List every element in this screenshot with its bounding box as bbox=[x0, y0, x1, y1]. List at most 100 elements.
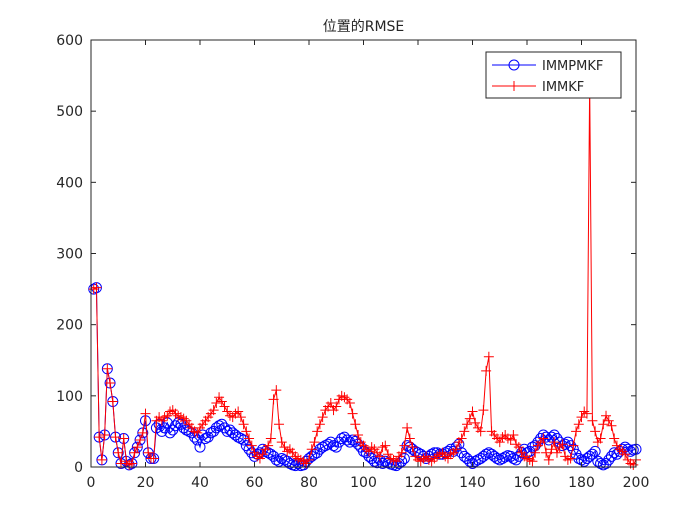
data-point bbox=[235, 412, 246, 423]
data-point bbox=[481, 365, 492, 376]
data-point bbox=[628, 459, 639, 470]
data-point bbox=[252, 451, 263, 462]
data-point bbox=[576, 412, 587, 423]
data-point bbox=[241, 426, 252, 437]
data-point bbox=[244, 433, 255, 444]
data-point bbox=[238, 419, 249, 430]
data-point bbox=[336, 390, 347, 401]
data-point bbox=[477, 450, 489, 462]
y-tick-label: 0 bbox=[74, 460, 83, 476]
x-tick-label: 140 bbox=[459, 475, 486, 491]
legend-label: IMMKF bbox=[542, 80, 584, 95]
data-point bbox=[530, 447, 541, 458]
y-tick-label: 400 bbox=[56, 175, 83, 191]
data-point bbox=[344, 397, 355, 408]
data-point bbox=[522, 453, 532, 464]
data-point bbox=[483, 351, 494, 362]
data-point bbox=[178, 413, 189, 424]
data-point bbox=[589, 445, 601, 457]
data-point bbox=[314, 419, 325, 430]
data-point bbox=[135, 434, 146, 445]
data-point bbox=[293, 453, 304, 464]
data-point bbox=[211, 397, 222, 408]
data-point bbox=[254, 453, 265, 464]
data-point bbox=[263, 440, 274, 451]
y-tick-label: 300 bbox=[56, 247, 83, 263]
data-point bbox=[377, 442, 388, 453]
data-point bbox=[331, 401, 342, 412]
legend-box bbox=[485, 51, 622, 99]
data-point bbox=[284, 457, 296, 469]
data-point bbox=[143, 447, 154, 458]
data-point bbox=[96, 454, 107, 465]
data-point bbox=[538, 433, 549, 444]
data-point bbox=[110, 432, 121, 443]
data-point bbox=[527, 456, 538, 467]
data-point bbox=[464, 455, 476, 467]
data-point bbox=[222, 406, 233, 417]
data-point bbox=[339, 392, 350, 403]
data-point bbox=[505, 450, 517, 462]
data-point bbox=[595, 433, 606, 444]
data-point bbox=[124, 459, 135, 470]
plot-area bbox=[91, 40, 636, 467]
data-point bbox=[213, 420, 225, 432]
x-tick-label: 40 bbox=[191, 475, 209, 491]
data-point bbox=[571, 426, 582, 437]
x-tick-label: 80 bbox=[300, 475, 318, 491]
data-point bbox=[219, 401, 230, 412]
data-point bbox=[499, 451, 511, 463]
data-point bbox=[603, 415, 614, 426]
data-point bbox=[464, 413, 475, 424]
data-point bbox=[470, 417, 481, 428]
data-point bbox=[192, 427, 203, 438]
data-point bbox=[214, 392, 225, 403]
data-point bbox=[402, 422, 413, 433]
data-point bbox=[169, 420, 181, 432]
data-point bbox=[341, 434, 353, 446]
data-point bbox=[519, 451, 530, 462]
data-point bbox=[620, 449, 631, 460]
data-point bbox=[557, 439, 568, 450]
data-point bbox=[502, 433, 513, 444]
x-tick-label: 0 bbox=[87, 475, 96, 491]
data-point bbox=[99, 429, 110, 440]
data-point bbox=[102, 363, 113, 374]
data-point bbox=[325, 397, 336, 408]
data-point bbox=[562, 454, 573, 465]
data-point bbox=[549, 437, 560, 448]
data-point bbox=[507, 452, 519, 464]
data-point bbox=[581, 408, 592, 419]
data-point bbox=[469, 455, 481, 467]
data-point bbox=[290, 451, 301, 462]
data-point bbox=[232, 431, 244, 443]
data-point bbox=[219, 422, 231, 434]
data-point bbox=[118, 433, 129, 444]
legend-marker bbox=[508, 59, 520, 71]
data-point bbox=[418, 453, 429, 464]
data-point bbox=[322, 438, 334, 450]
data-point bbox=[377, 457, 389, 469]
data-point bbox=[216, 396, 227, 407]
data-point bbox=[601, 410, 612, 421]
data-point bbox=[366, 442, 377, 453]
data-point bbox=[600, 457, 612, 469]
data-point bbox=[488, 450, 500, 462]
x-tick-label: 160 bbox=[514, 475, 541, 491]
data-point bbox=[497, 432, 508, 443]
data-point bbox=[404, 433, 415, 444]
data-point bbox=[312, 426, 323, 437]
data-point bbox=[229, 429, 241, 441]
data-point bbox=[391, 456, 402, 467]
data-point bbox=[496, 452, 508, 464]
data-point bbox=[210, 422, 222, 434]
data-point bbox=[91, 282, 102, 293]
data-point bbox=[590, 426, 601, 437]
data-point bbox=[159, 412, 170, 423]
data-point bbox=[451, 444, 462, 455]
data-point bbox=[374, 451, 385, 462]
data-point bbox=[274, 419, 285, 430]
data-point bbox=[233, 406, 244, 417]
axis-ticks: 0 20 40 60 80 100 120 140 160 180 200 0 100 200 300 400… bbox=[56, 33, 649, 491]
data-point bbox=[573, 419, 584, 430]
